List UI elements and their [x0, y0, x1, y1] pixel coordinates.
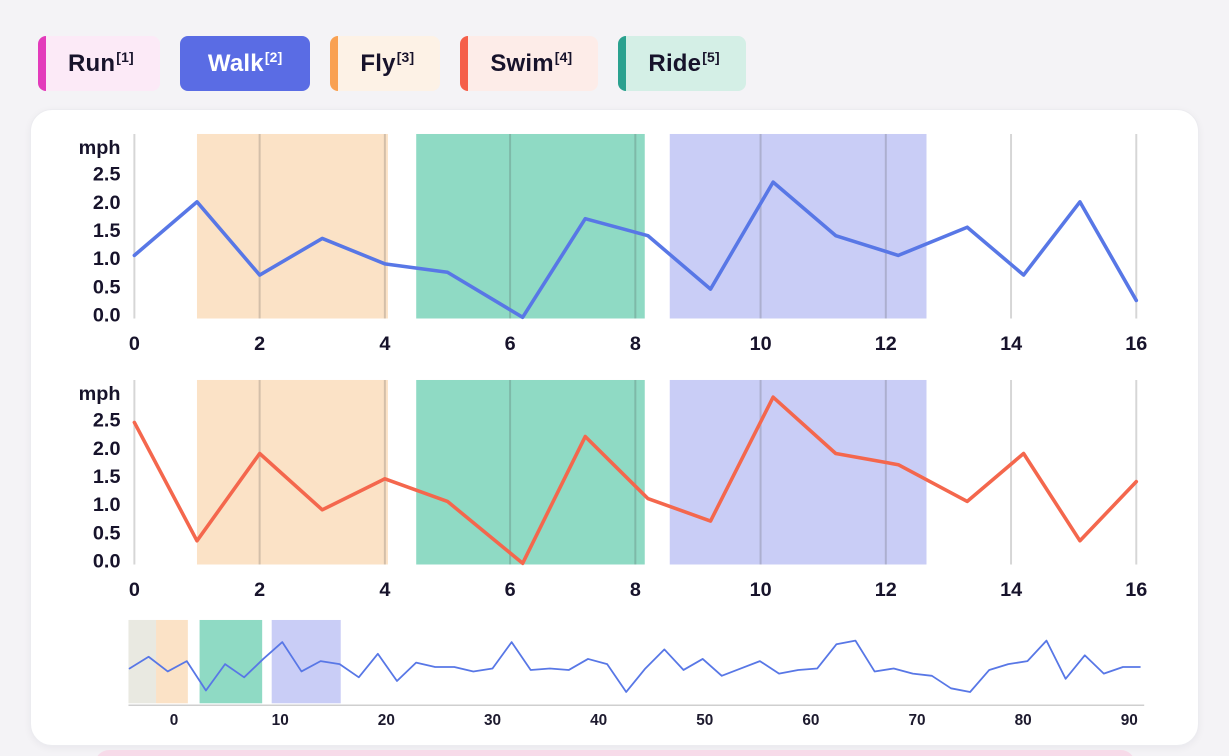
x-tick-label: 14: [1000, 333, 1022, 355]
y-tick-label: 0.5: [93, 522, 121, 544]
legend-item-ride[interactable]: Ride[5]: [618, 36, 746, 91]
y-tick-label: 1.0: [93, 248, 121, 270]
x-tick-label: 16: [1125, 579, 1147, 601]
overview-band: [271, 619, 341, 704]
x-tick-label: 6: [505, 579, 516, 601]
x-tick-label: 16: [1125, 333, 1147, 355]
x-tick-label: 6: [505, 333, 516, 355]
speed-chart-top: 0.0 0.5 1.0 1.5 2.0 2.5 0 2 4 6 8 10 12 14 16 mph: [79, 133, 1147, 355]
overview-tick-label: 60: [802, 712, 819, 729]
legend-item-label: Run[1]: [68, 49, 134, 77]
legend-item-label: Swim[4]: [490, 49, 573, 77]
speed-chart-bottom: 0.0 0.5 1.0 1.5 2.0 2.5 0 2 4 6 8 10 12 14 16 mph: [79, 379, 1147, 601]
overview-tick-label: 0: [170, 712, 179, 729]
legend-item-fly[interactable]: Fly[3]: [330, 36, 441, 91]
legend-item-hotkey: [5]: [702, 49, 720, 65]
activity-legend: Run[1] Walk[2] Fly[3] Swim[4] Ride[5]: [38, 36, 1199, 91]
x-tick-label: 12: [875, 579, 897, 601]
y-tick-label: 0.0: [93, 304, 121, 326]
legend-item-hotkey: [2]: [264, 49, 283, 65]
highlight-band: [196, 133, 388, 319]
highlight-band: [669, 379, 927, 565]
overview-band: [199, 619, 263, 704]
x-tick-label: 4: [379, 579, 390, 601]
overview-tick-label: 20: [378, 712, 395, 729]
cut-off-next-panel: [94, 749, 1135, 756]
highlight-band: [669, 133, 927, 319]
x-tick-label: 10: [750, 579, 772, 601]
y-tick-label: 2.5: [93, 409, 121, 431]
x-tick-label: 2: [254, 333, 265, 355]
x-tick-label: 4: [379, 333, 390, 355]
highlight-band: [416, 379, 645, 565]
y-tick-label: 0.5: [93, 276, 121, 298]
overview-tick-label: 80: [1015, 712, 1032, 729]
x-tick-label: 0: [129, 579, 140, 601]
overview-tick-label: 30: [484, 712, 501, 729]
overview-tick-label: 10: [272, 712, 289, 729]
highlight-band: [196, 379, 388, 565]
overview-tick-label: 90: [1121, 712, 1138, 729]
legend-accent-bar: [330, 36, 339, 91]
legend-item-hotkey: [3]: [396, 49, 415, 65]
legend-item-label: Walk[2]: [207, 49, 283, 77]
y-tick-label: 1.5: [93, 220, 121, 242]
x-tick-label: 0: [129, 333, 140, 355]
y-tick-label: 2.0: [93, 437, 121, 459]
y-tick-label: 2.5: [93, 163, 121, 185]
y-axis-unit-label: mph: [79, 136, 121, 158]
y-tick-label: 0.0: [93, 550, 121, 572]
y-tick-label: 1.0: [93, 494, 121, 516]
legend-item-walk[interactable]: Walk[2]: [179, 36, 311, 91]
x-tick-label: 10: [750, 333, 772, 355]
x-tick-label: 14: [1000, 579, 1022, 601]
y-tick-label: 1.5: [93, 466, 121, 488]
legend-item-hotkey: [1]: [116, 49, 134, 65]
legend-accent-bar: [618, 36, 627, 91]
overview-band: [156, 619, 188, 704]
legend-accent-bar: [38, 36, 46, 91]
legend-item-label: Fly[3]: [360, 49, 415, 77]
series-line-walk: [132, 179, 1139, 319]
x-tick-label: 8: [630, 333, 641, 355]
overview-tick-label: 70: [908, 712, 925, 729]
legend-item-label: Ride[5]: [648, 49, 720, 77]
overview-tick-label: 50: [696, 712, 713, 729]
timeline-overview-chart[interactable]: 0 10 20 30 40 50 60 70 80 90: [55, 616, 1174, 733]
series-line-swim: [132, 395, 1139, 565]
charts-card: 0.0 0.5 1.0 1.5 2.0 2.5 0 2 4 6 8 10 12 14 16 mph 0.0 0.…: [30, 108, 1199, 746]
y-axis-unit-label: mph: [79, 383, 121, 405]
legend-item-run[interactable]: Run[1]: [38, 36, 160, 91]
legend-item-swim[interactable]: Swim[4]: [460, 36, 599, 91]
x-tick-label: 8: [630, 579, 641, 601]
y-tick-label: 2.0: [93, 191, 121, 213]
overview-tick-label: 40: [590, 712, 607, 729]
legend-item-hotkey: [4]: [554, 49, 573, 65]
x-tick-label: 12: [875, 333, 897, 355]
overview-series-line: [128, 639, 1141, 693]
x-tick-label: 2: [254, 579, 265, 601]
legend-accent-bar: [460, 36, 469, 91]
